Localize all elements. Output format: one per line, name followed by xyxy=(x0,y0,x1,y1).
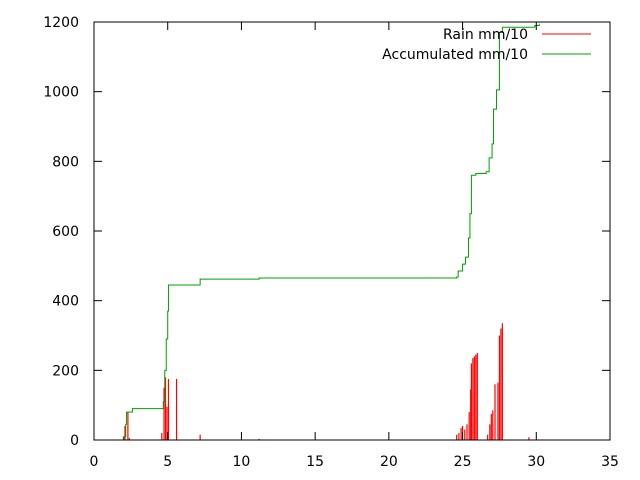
x-tick-label: 20 xyxy=(380,454,398,470)
plot-frame xyxy=(93,21,611,441)
legend: Rain mm/10 Accumulated mm/10 xyxy=(382,27,591,63)
x-tick-label: 25 xyxy=(454,454,472,470)
y-tick-label: 400 xyxy=(52,294,79,310)
x-tick-label: 15 xyxy=(306,454,324,470)
accumulated-line xyxy=(94,23,540,441)
series-layer xyxy=(94,23,540,441)
y-tick-label: 1200 xyxy=(43,15,79,31)
y-tick-label: 1000 xyxy=(43,85,79,101)
y-tick-label: 800 xyxy=(52,154,79,170)
legend-label: Rain mm/10 xyxy=(443,27,528,43)
rain-series xyxy=(122,323,530,440)
x-tick-label: 30 xyxy=(527,454,545,470)
y-tick-label: 0 xyxy=(70,433,79,449)
ticks-layer: 0 5 10 15 20 25 30 35 0 200 400 600 800 1000 1200 xyxy=(43,15,619,470)
legend-label: Accumulated mm/10 xyxy=(382,47,528,63)
x-tick-label: 35 xyxy=(601,454,619,470)
x-tick-label: 10 xyxy=(233,454,251,470)
x-tick-label: 0 xyxy=(90,454,99,470)
y-tick-label: 200 xyxy=(52,363,79,379)
x-tick-label: 5 xyxy=(163,454,172,470)
y-tick-label: 600 xyxy=(52,224,79,240)
